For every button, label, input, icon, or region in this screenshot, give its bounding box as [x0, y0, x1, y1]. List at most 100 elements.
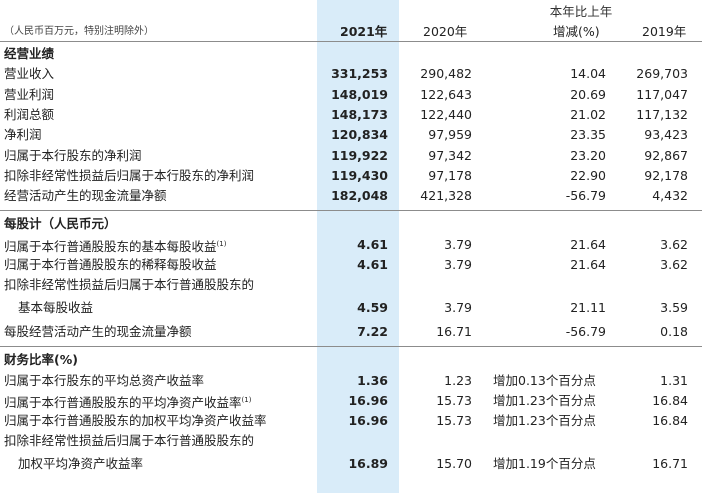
value-2021: 119,922 — [331, 147, 388, 163]
section-title: 经营业绩 — [0, 44, 702, 63]
row-label: 归属于本行普通股股东的基本每股收益(1) — [4, 238, 227, 254]
section-title-label: 财务比率(%) — [4, 352, 78, 368]
value-2019: 93,423 — [644, 127, 688, 143]
table-row: 归属于本行股东的净利润 119,922 97,342 23.20 92,867 — [0, 146, 702, 165]
table-row-label-line: 扣除非经常性损益后归属于本行普通股股东的 — [0, 275, 702, 294]
value-2021: 4.61 — [357, 236, 388, 252]
value-2019: 92,178 — [644, 167, 688, 183]
value-2019: 16.84 — [652, 413, 688, 429]
value-2019: 117,047 — [636, 86, 688, 102]
table-row: 归属于本行普通股股东的稀释每股收益 4.61 3.79 21.64 3.62 — [0, 255, 702, 274]
footnote-marker: (1) — [216, 239, 227, 248]
header-change: 增减(%) — [553, 24, 600, 39]
value-change: 21.64 — [570, 257, 606, 272]
value-2020: 421,328 — [420, 188, 472, 204]
value-2021: 4.59 — [357, 299, 388, 315]
value-2019: 16.84 — [652, 392, 688, 408]
row-label: 净利润 — [4, 127, 42, 143]
table-row: 经营活动产生的现金流量净额 182,048 421,328 -56.79 4,432 — [0, 186, 702, 205]
value-2019: 4,432 — [652, 188, 688, 204]
value-2019: 269,703 — [636, 66, 688, 82]
value-2021: 182,048 — [331, 188, 388, 204]
header-2021: 2021年 — [340, 24, 388, 39]
section-divider — [0, 346, 702, 348]
value-2020: 15.73 — [436, 392, 472, 408]
row-label: 扣除非经常性损益后归属于本行普通股股东的 — [4, 433, 255, 449]
row-label: 归属于本行普通股股东的平均净资产收益率(1) — [4, 394, 252, 410]
footnote-marker: (1) — [241, 395, 252, 404]
value-change: 20.69 — [570, 86, 606, 102]
value-2019: 3.59 — [660, 299, 688, 315]
value-2020: 1.23 — [444, 372, 472, 388]
section-title-label: 每股计（人民币元） — [4, 216, 117, 232]
table-row: 利润总额 148,173 122,440 21.02 117,132 — [0, 105, 702, 124]
value-2020: 15.70 — [436, 455, 472, 471]
value-2021: 16.96 — [348, 392, 388, 408]
value-change: 21.11 — [570, 299, 606, 315]
value-2019: 3.62 — [660, 236, 688, 252]
value-2021: 148,173 — [331, 106, 388, 122]
value-2021: 16.96 — [348, 413, 388, 429]
section-divider — [0, 210, 702, 212]
value-2020: 3.79 — [444, 257, 472, 272]
value-2019: 16.71 — [652, 455, 688, 471]
value-2019: 0.18 — [660, 323, 688, 339]
value-change: 增加1.23个百分点 — [493, 413, 596, 429]
value-2020: 97,342 — [428, 147, 472, 163]
value-change: 22.90 — [570, 167, 606, 183]
row-label: 归属于本行股东的净利润 — [4, 147, 142, 163]
row-label: 经营活动产生的现金流量净额 — [4, 188, 167, 204]
highlight-column-2021 — [317, 0, 399, 493]
unit-note: （人民币百万元，特别注明除外） — [4, 26, 154, 37]
value-2019: 3.62 — [660, 257, 688, 272]
value-change: 增加1.23个百分点 — [493, 392, 596, 408]
value-2021: 7.22 — [357, 323, 388, 339]
header-change-top: 本年比上年 — [549, 4, 613, 19]
value-change: 23.35 — [570, 127, 606, 143]
value-2021: 16.89 — [348, 455, 388, 471]
row-label: 归属于本行普通股股东的加权平均净资产收益率 — [4, 413, 267, 429]
value-2020: 97,959 — [428, 127, 472, 143]
value-change: -56.79 — [565, 323, 606, 339]
value-change: 23.20 — [570, 147, 606, 163]
row-label: 营业收入 — [4, 66, 55, 82]
table-row: 归属于本行股东的平均总资产收益率 1.36 1.23 增加0.13个百分点 1.31 — [0, 371, 702, 390]
value-2020: 16.71 — [436, 323, 472, 339]
table-row: 净利润 120,834 97,959 23.35 93,423 — [0, 125, 702, 144]
value-2021: 4.61 — [357, 257, 388, 272]
header-divider — [0, 41, 702, 42]
value-change: 增加0.13个百分点 — [493, 372, 596, 388]
header-2019: 2019年 — [642, 24, 687, 39]
row-label: 每股经营活动产生的现金流量净额 — [4, 323, 192, 339]
table-row: 营业收入 331,253 290,482 14.04 269,703 — [0, 64, 702, 83]
section-title: 财务比率(%) — [0, 350, 702, 369]
row-label: 扣除非经常性损益后归属于本行普通股股东的 — [4, 277, 255, 293]
row-label: 利润总额 — [4, 106, 55, 122]
value-2021: 148,019 — [331, 86, 388, 102]
value-2021: 1.36 — [357, 372, 388, 388]
row-label: 扣除非经常性损益后归属于本行股东的净利润 — [4, 167, 255, 183]
value-2019: 92,867 — [644, 147, 688, 163]
value-change: 21.02 — [570, 106, 606, 122]
row-label: 基本每股收益 — [18, 299, 94, 315]
table-row: 扣除非经常性损益后归属于本行股东的净利润 119,430 97,178 22.90 92… — [0, 166, 702, 185]
row-label: 营业利润 — [4, 86, 55, 102]
section-title-label: 经营业绩 — [4, 46, 55, 61]
value-change: -56.79 — [565, 188, 606, 204]
value-2020: 3.79 — [444, 299, 472, 315]
value-2021: 120,834 — [331, 127, 388, 143]
value-2020: 290,482 — [420, 66, 472, 82]
table-row: 营业利润 148,019 122,643 20.69 117,047 — [0, 85, 702, 104]
value-2020: 3.79 — [444, 236, 472, 252]
header-2020: 2020年 — [423, 24, 468, 39]
table-row: 归属于本行普通股股东的加权平均净资产收益率 16.96 15.73 增加1.23个百分… — [0, 411, 702, 430]
value-2020: 15.73 — [436, 413, 472, 429]
table-row: 归属于本行普通股股东的平均净资产收益率(1) 16.96 15.73 增加1.23个百… — [0, 391, 702, 410]
value-2019: 117,132 — [636, 106, 688, 122]
table-row: 基本每股收益 4.59 3.79 21.11 3.59 — [0, 298, 702, 317]
value-2020: 122,440 — [420, 106, 472, 122]
table-row: 归属于本行普通股股东的基本每股收益(1) 4.61 3.79 21.64 3.62 — [0, 235, 702, 254]
row-label: 归属于本行股东的平均总资产收益率 — [4, 372, 205, 388]
table-header: （人民币百万元，特别注明除外） 2021年 2020年 增减(%) 2019年 — [0, 21, 702, 39]
row-label: 加权平均净资产收益率 — [18, 455, 144, 471]
